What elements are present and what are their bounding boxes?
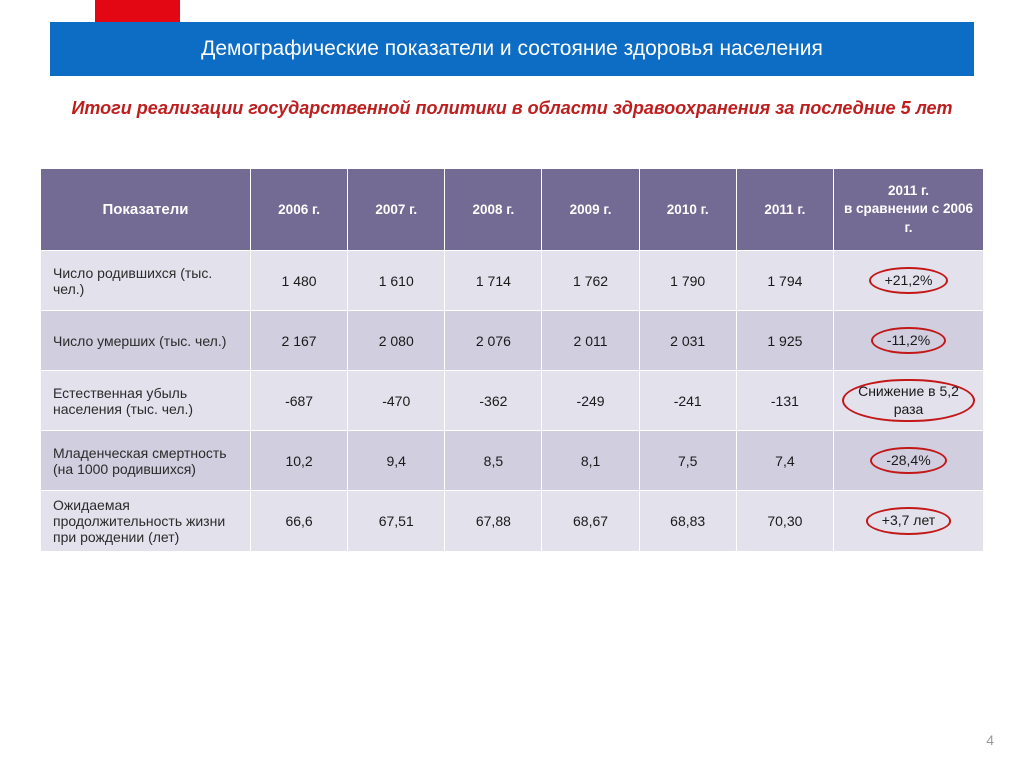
cell-value: 8,1 <box>542 431 639 491</box>
table-row: Ожидаемая продолжительность жизни при ро… <box>41 491 984 552</box>
cell-value: -131 <box>736 371 833 431</box>
cell-value: -687 <box>251 371 348 431</box>
cell-value: 1 480 <box>251 251 348 311</box>
cell-value: 1 790 <box>639 251 736 311</box>
cell-value: 68,67 <box>542 491 639 552</box>
cell-compare: Снижение в 5,2 раза <box>834 371 984 431</box>
highlight-pill: Снижение в 5,2 раза <box>842 379 975 422</box>
table-row: Число родившихся (тыс. чел.)1 4801 6101 … <box>41 251 984 311</box>
cell-value: 68,83 <box>639 491 736 552</box>
cell-value: 9,4 <box>348 431 445 491</box>
table-row: Младенческая смертность (на 1000 родивши… <box>41 431 984 491</box>
cell-value: 2 076 <box>445 311 542 371</box>
table-head: Показатели 2006 г. 2007 г. 2008 г. 2009 … <box>41 169 984 251</box>
cell-value: 8,5 <box>445 431 542 491</box>
col-header-2008: 2008 г. <box>445 169 542 251</box>
col-header-2010: 2010 г. <box>639 169 736 251</box>
row-label: Число умерших (тыс. чел.) <box>41 311 251 371</box>
table-row: Число умерших (тыс. чел.)2 1672 0802 076… <box>41 311 984 371</box>
col-header-compare: 2011 г.в сравнении с 2006 г. <box>834 169 984 251</box>
highlight-pill: -11,2% <box>871 327 946 355</box>
cell-value: 1 714 <box>445 251 542 311</box>
row-label: Младенческая смертность (на 1000 родивши… <box>41 431 251 491</box>
cell-value: 66,6 <box>251 491 348 552</box>
cell-value: 2 167 <box>251 311 348 371</box>
page-number: 4 <box>986 732 994 748</box>
cell-value: 1 925 <box>736 311 833 371</box>
cell-value: 7,5 <box>639 431 736 491</box>
table-body: Число родившихся (тыс. чел.)1 4801 6101 … <box>41 251 984 552</box>
cell-value: 2 031 <box>639 311 736 371</box>
col-header-compare-text: 2011 г.в сравнении с 2006 г. <box>844 183 973 234</box>
row-label: Естественная убыль населения (тыс. чел.) <box>41 371 251 431</box>
page-title: Демографические показатели и состояние з… <box>201 37 823 61</box>
col-header-indicator: Показатели <box>41 169 251 251</box>
page-title-bar: Демографические показатели и состояние з… <box>50 22 974 76</box>
col-header-2011: 2011 г. <box>736 169 833 251</box>
highlight-pill: +3,7 лет <box>866 507 951 535</box>
cell-value: -362 <box>445 371 542 431</box>
row-label: Число родившихся (тыс. чел.) <box>41 251 251 311</box>
accent-block <box>95 0 180 22</box>
cell-compare: +3,7 лет <box>834 491 984 552</box>
col-header-2006: 2006 г. <box>251 169 348 251</box>
cell-value: 1 794 <box>736 251 833 311</box>
cell-compare: -11,2% <box>834 311 984 371</box>
data-table-wrap: Показатели 2006 г. 2007 г. 2008 г. 2009 … <box>40 168 984 552</box>
cell-value: 2 011 <box>542 311 639 371</box>
col-header-2009: 2009 г. <box>542 169 639 251</box>
cell-value: 67,88 <box>445 491 542 552</box>
cell-value: -470 <box>348 371 445 431</box>
cell-value: -249 <box>542 371 639 431</box>
cell-value: 67,51 <box>348 491 445 552</box>
col-header-2007: 2007 г. <box>348 169 445 251</box>
cell-value: 1 610 <box>348 251 445 311</box>
cell-value: 10,2 <box>251 431 348 491</box>
cell-compare: +21,2% <box>834 251 984 311</box>
cell-value: -241 <box>639 371 736 431</box>
table-row: Естественная убыль населения (тыс. чел.)… <box>41 371 984 431</box>
data-table: Показатели 2006 г. 2007 г. 2008 г. 2009 … <box>40 168 984 552</box>
cell-compare: -28,4% <box>834 431 984 491</box>
cell-value: 7,4 <box>736 431 833 491</box>
highlight-pill: +21,2% <box>869 267 949 295</box>
cell-value: 2 080 <box>348 311 445 371</box>
row-label: Ожидаемая продолжительность жизни при ро… <box>41 491 251 552</box>
cell-value: 1 762 <box>542 251 639 311</box>
highlight-pill: -28,4% <box>870 447 946 475</box>
cell-value: 70,30 <box>736 491 833 552</box>
page-subtitle: Итоги реализации государственной политик… <box>50 96 974 120</box>
